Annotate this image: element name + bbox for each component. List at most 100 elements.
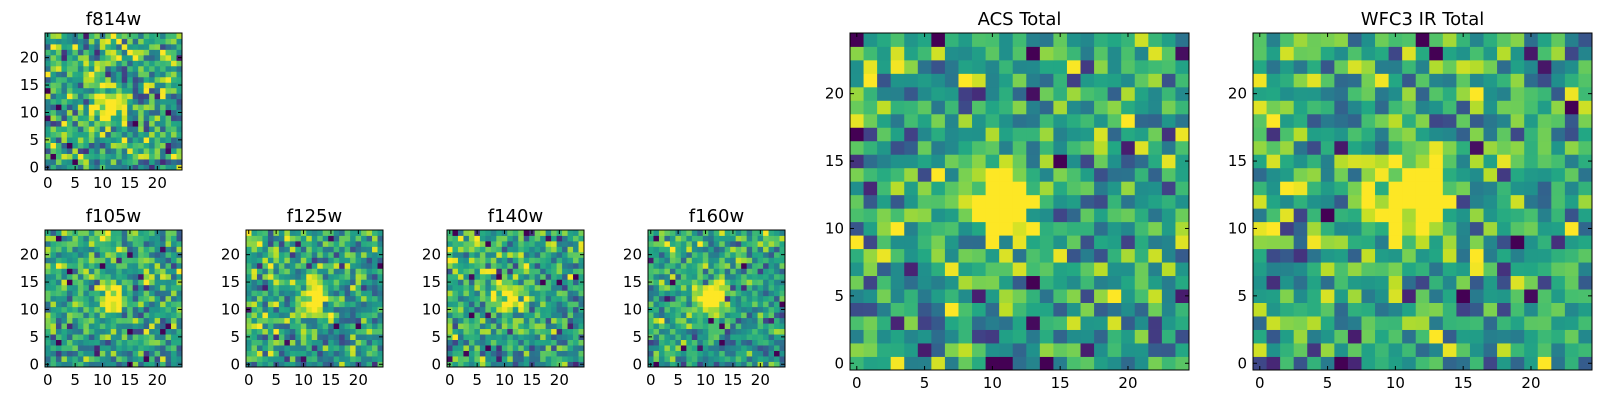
heatmap-cell bbox=[116, 279, 123, 286]
heatmap-cell bbox=[1334, 33, 1349, 47]
heatmap-cell bbox=[768, 262, 775, 269]
heatmap-cell bbox=[311, 361, 318, 368]
heatmap-cell bbox=[83, 142, 90, 149]
heatmap-cell bbox=[61, 142, 68, 149]
heatmap-cell bbox=[774, 312, 780, 319]
heatmap-cell bbox=[691, 230, 698, 236]
heatmap-cell bbox=[138, 142, 145, 149]
heatmap-cell bbox=[573, 334, 579, 340]
heatmap-cell bbox=[768, 345, 775, 351]
panel-title-f105w: f105w bbox=[86, 206, 141, 227]
heatmap-cell bbox=[669, 273, 676, 280]
heatmap-cell bbox=[1121, 329, 1136, 344]
heatmap-cell bbox=[686, 235, 693, 242]
heatmap-cell bbox=[138, 131, 145, 138]
heatmap-cell bbox=[724, 284, 731, 291]
heatmap-cell bbox=[686, 361, 693, 368]
heatmap-cell bbox=[691, 328, 698, 335]
heatmap-cell bbox=[730, 339, 737, 346]
heatmap-cell bbox=[447, 312, 453, 319]
heatmap-cell bbox=[132, 317, 139, 324]
heatmap-cell bbox=[127, 262, 134, 269]
heatmap-cell bbox=[474, 301, 481, 308]
heatmap-cell bbox=[1537, 113, 1552, 128]
heatmap-cell bbox=[713, 268, 720, 275]
heatmap-cell bbox=[985, 208, 1000, 223]
heatmap-cell bbox=[344, 306, 351, 313]
y-tick-label: 0 bbox=[29, 355, 39, 373]
heatmap-cell bbox=[176, 159, 183, 165]
heatmap-cell bbox=[105, 87, 112, 94]
heatmap-cell bbox=[763, 339, 769, 346]
heatmap-cell bbox=[1497, 100, 1512, 115]
heatmap-cell bbox=[1066, 262, 1081, 277]
heatmap-cell bbox=[127, 312, 134, 319]
heatmap-cell bbox=[61, 295, 68, 302]
heatmap-cell bbox=[322, 323, 329, 330]
heatmap-cell bbox=[730, 262, 737, 269]
x-tick-label: 10 bbox=[93, 174, 112, 192]
heatmap-cell bbox=[138, 38, 145, 45]
heatmap-cell bbox=[917, 208, 932, 223]
heatmap-cell bbox=[171, 279, 177, 286]
heatmap-cell bbox=[94, 148, 101, 154]
heatmap-cell bbox=[1026, 262, 1041, 277]
heatmap-cell bbox=[149, 126, 155, 133]
heatmap-cell bbox=[877, 343, 892, 357]
heatmap-cell bbox=[686, 317, 693, 324]
heatmap-cell bbox=[1429, 343, 1444, 357]
heatmap-cell bbox=[490, 350, 497, 357]
heatmap-cell bbox=[72, 126, 79, 133]
heatmap-cell bbox=[45, 345, 51, 351]
heatmap-cell bbox=[757, 279, 764, 286]
heatmap-cell bbox=[1026, 194, 1041, 209]
heatmap-cell bbox=[877, 235, 892, 250]
heatmap-cell bbox=[452, 323, 459, 330]
heatmap-cell bbox=[1442, 127, 1457, 142]
heatmap-cell bbox=[256, 350, 263, 357]
heatmap-cell bbox=[779, 235, 786, 242]
heatmap-cell bbox=[1107, 275, 1122, 290]
heatmap-cell bbox=[121, 43, 128, 50]
heatmap-cell bbox=[447, 328, 453, 335]
heatmap-cell bbox=[485, 361, 492, 368]
heatmap-cell bbox=[1429, 167, 1444, 182]
heatmap-cell bbox=[1107, 59, 1122, 74]
heatmap-cell bbox=[1524, 356, 1539, 371]
heatmap-cell bbox=[1012, 113, 1027, 128]
heatmap-cell bbox=[176, 339, 183, 346]
heatmap-cell bbox=[300, 273, 307, 280]
heatmap-cell bbox=[149, 257, 155, 264]
heatmap-cell bbox=[72, 82, 79, 89]
heatmap-cell bbox=[890, 356, 905, 371]
heatmap-cell bbox=[83, 235, 90, 242]
heatmap-cell bbox=[545, 284, 552, 291]
heatmap-cell bbox=[61, 301, 68, 308]
heatmap-cell bbox=[496, 279, 503, 286]
heatmap-cell bbox=[132, 60, 139, 67]
heatmap-cell bbox=[452, 240, 459, 247]
heatmap-cell bbox=[176, 120, 183, 127]
heatmap-cell bbox=[917, 59, 932, 74]
heatmap-cell bbox=[540, 230, 547, 236]
heatmap-cell bbox=[1578, 167, 1593, 182]
heatmap-cell bbox=[149, 148, 155, 154]
heatmap-cell bbox=[877, 329, 892, 344]
heatmap-cell bbox=[361, 334, 367, 340]
heatmap-cell bbox=[1415, 235, 1430, 250]
heatmap-cell bbox=[1121, 248, 1136, 263]
heatmap-cell bbox=[99, 153, 106, 160]
heatmap-cell bbox=[523, 290, 530, 297]
heatmap-cell bbox=[567, 268, 574, 275]
heatmap-cell bbox=[99, 339, 106, 346]
heatmap-cell bbox=[94, 312, 101, 319]
heatmap-cell bbox=[72, 65, 79, 72]
heatmap-cell bbox=[523, 279, 530, 286]
heatmap-cell bbox=[1121, 275, 1136, 290]
heatmap-cell bbox=[339, 328, 346, 335]
heatmap-cell bbox=[1429, 154, 1444, 169]
heatmap-cell bbox=[171, 109, 177, 116]
heatmap-cell bbox=[256, 334, 263, 340]
heatmap-cell bbox=[1107, 194, 1122, 209]
heatmap-cell bbox=[160, 268, 166, 275]
